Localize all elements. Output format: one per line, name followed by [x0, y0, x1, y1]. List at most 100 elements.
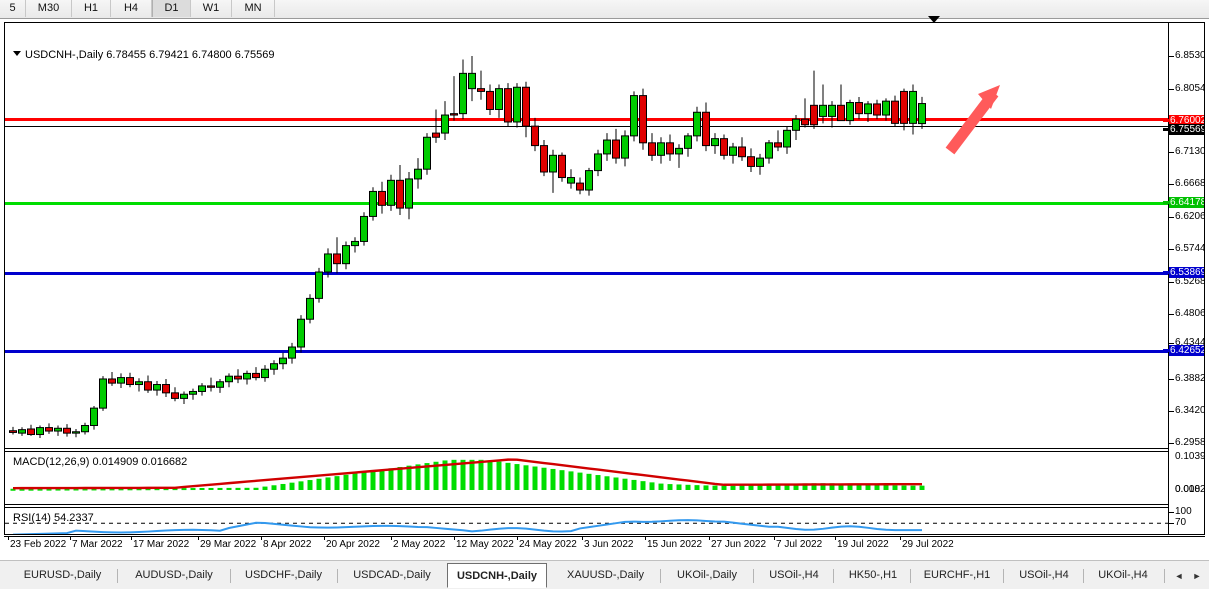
support-line-green[interactable] [5, 202, 1168, 205]
candlestick-series [9, 56, 926, 438]
date-tick [8, 536, 9, 540]
date-label: 29 Jul 2022 [902, 539, 954, 550]
chart-tab-audusddaily[interactable]: AUDUSD-,Daily [135, 569, 213, 581]
blue-level-2-tag: 6.42652 [1169, 345, 1205, 356]
date-tick [261, 536, 262, 540]
chart-tab-hk50h1[interactable]: HK50-,H1 [848, 569, 898, 581]
rsi-chart [5, 519, 1168, 534]
tab-divider [337, 569, 338, 583]
price-tick [1169, 343, 1174, 344]
black-last-price-tag-pointer [1163, 128, 1169, 131]
date-tick [582, 536, 583, 540]
panel-separator-3 [5, 504, 1168, 505]
triangle-down-marker[interactable] [928, 16, 940, 23]
date-tick [198, 536, 199, 540]
tab-divider [230, 569, 231, 583]
price-tick [1169, 152, 1174, 153]
date-tick [70, 536, 71, 540]
price-label: 6.66680 [1175, 178, 1204, 189]
macd-legend: MACD(12,26,9) 0.014909 0.016682 [13, 456, 188, 468]
date-tick [517, 536, 518, 540]
chart-tab-usdcaddaily[interactable]: USDCAD-,Daily [353, 569, 431, 581]
tab-divider [753, 569, 754, 583]
chart-frame: USDCNH-,Daily 6.78455 6.79421 6.74800 6.… [4, 22, 1205, 535]
blue-level-2-tag-pointer [1163, 349, 1169, 352]
tab-divider [1003, 569, 1004, 583]
timeframe-5[interactable]: 5 [0, 0, 26, 17]
timeframe-m30[interactable]: M30 [26, 0, 72, 17]
resistance-line-red[interactable] [5, 118, 1168, 121]
timeframe-h4[interactable]: H4 [111, 0, 152, 17]
chart-tab-eurchfh1[interactable]: EURCHF-,H1 [923, 569, 991, 581]
date-label: 7 Jul 2022 [776, 539, 823, 550]
date-tick [324, 536, 325, 540]
last-price-line-black[interactable] [5, 126, 1168, 127]
rsi-scale-label: 100 [1175, 506, 1192, 517]
level-line-blue-2[interactable] [5, 350, 1168, 353]
date-axis-rule [4, 536, 1205, 537]
date-label: 17 Mar 2022 [133, 539, 190, 550]
tab-divider [1164, 569, 1165, 583]
timeframe-mn[interactable]: MN [232, 0, 275, 17]
chart-tab-ukoilh4[interactable]: UKOil-,H4 [1098, 569, 1148, 581]
rsi-tick [1169, 523, 1174, 524]
date-label: 24 May 2022 [519, 539, 577, 550]
triangle-down-icon[interactable] [13, 51, 21, 56]
date-tick [774, 536, 775, 540]
chart-tab-bar: EURUSD-,Daily AUDUSD-,Daily USDCHF-,Daily U… [0, 560, 1209, 589]
timeframe-w1[interactable]: W1 [191, 0, 232, 17]
date-label: 23 Feb 2022 [10, 539, 67, 550]
date-label: 7 Mar 2022 [72, 539, 123, 550]
date-tick [645, 536, 646, 540]
green-support-tag-pointer [1163, 201, 1169, 204]
panel-separator-4 [5, 507, 1168, 508]
chart-tab-eurusddaily[interactable]: EURUSD-,Daily [23, 569, 102, 581]
price-label: 6.52680 [1175, 276, 1204, 287]
date-tick [131, 536, 132, 540]
chart-legend: USDCNH-,Daily 6.78455 6.79421 6.74800 6.… [25, 49, 275, 61]
level-line-blue-1[interactable] [5, 272, 1168, 275]
chart-tab-xauusddaily[interactable]: XAUUSD-,Daily [566, 569, 644, 581]
date-tick [709, 536, 710, 540]
rsi-scale-label: 70 [1175, 517, 1187, 528]
timeframe-d1[interactable]: D1 [152, 0, 191, 17]
chart-plot-area[interactable]: USDCNH-,Daily 6.78455 6.79421 6.74800 6.… [5, 23, 1168, 534]
tab-divider [660, 569, 661, 583]
panel-separator-1 [5, 448, 1168, 449]
price-tick [1169, 56, 1174, 57]
macd-scale-label: 0.018297 [1175, 484, 1205, 495]
price-label: 6.80540 [1175, 83, 1204, 94]
tab-scroll-left-icon[interactable]: ◄ [1174, 571, 1184, 581]
tab-divider [117, 569, 118, 583]
blue-level-1-tag-pointer [1163, 271, 1169, 274]
green-support-tag: 6.64178 [1169, 197, 1205, 208]
date-label: 27 Jun 2022 [711, 539, 767, 550]
tab-divider [910, 569, 911, 583]
price-label: 6.71300 [1175, 146, 1204, 157]
blue-level-1-tag: 6.53869 [1169, 267, 1205, 278]
price-label: 6.43440 [1175, 337, 1204, 348]
price-tick [1169, 249, 1174, 250]
price-tick [1169, 411, 1174, 412]
macd-scale-label: 0.000 [1175, 484, 1201, 495]
date-tick [835, 536, 836, 540]
date-label: 19 Jul 2022 [837, 539, 889, 550]
chart-tab-usoilh4[interactable]: USOil-,H4 [1019, 569, 1069, 581]
tab-scroll-right-icon[interactable]: ► [1192, 571, 1202, 581]
chart-tab-usoilh4[interactable]: USOil-,H4 [769, 569, 819, 581]
red-resistance-tag-pointer [1163, 119, 1169, 122]
price-tick [1169, 379, 1174, 380]
price-label: 6.38820 [1175, 373, 1204, 384]
price-tick [1169, 314, 1174, 315]
chart-tab-usdcnhdaily[interactable]: USDCNH-,Daily [447, 563, 547, 588]
price-label: 6.62060 [1175, 211, 1204, 222]
chart-tab-usdchfdaily[interactable]: USDCHF-,Daily [245, 569, 322, 581]
timeframe-h1[interactable]: H1 [72, 0, 111, 17]
price-label: 6.34200 [1175, 405, 1204, 416]
rsi-legend: RSI(14) 54.2337 [13, 512, 94, 524]
price-label: 6.57440 [1175, 243, 1204, 254]
macd-chart [10, 458, 925, 491]
price-label: 6.48060 [1175, 308, 1204, 319]
chart-tab-ukoildaily[interactable]: UKOil-,Daily [677, 569, 737, 581]
